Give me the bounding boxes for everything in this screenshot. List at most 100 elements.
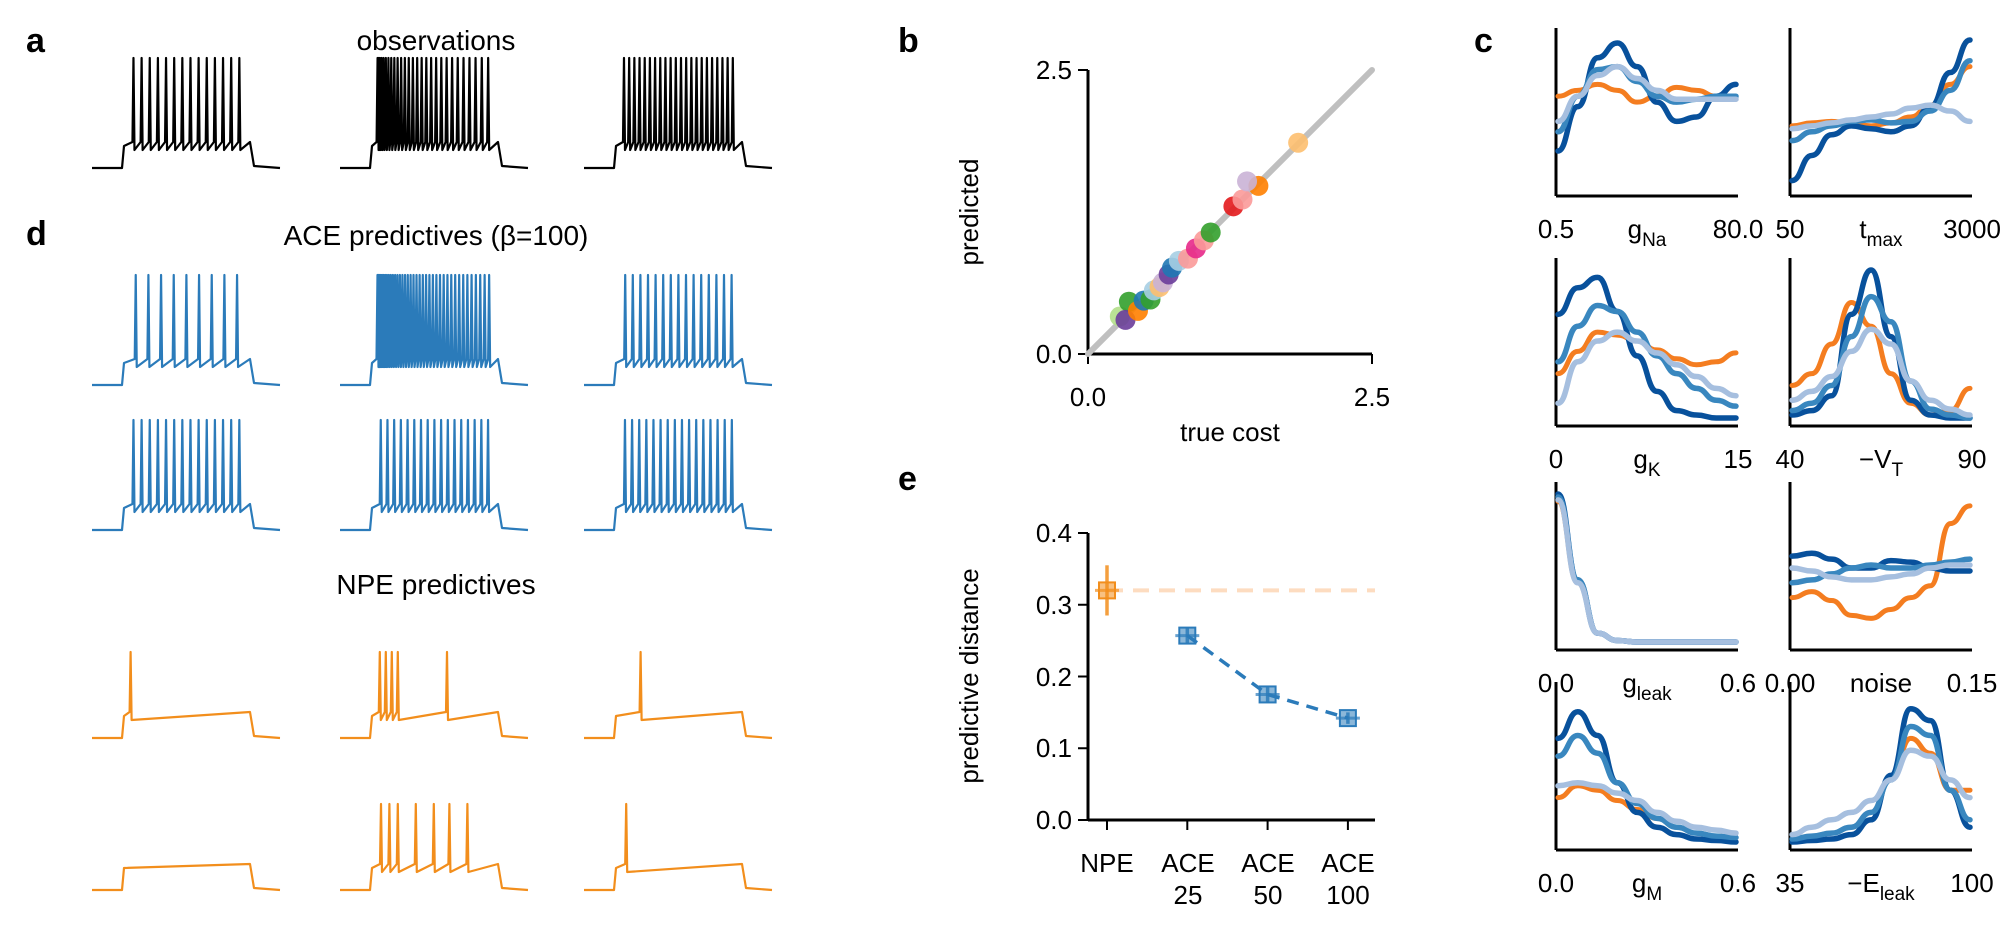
marginal-3: 0 15 gK bbox=[1549, 258, 1752, 481]
ace-trend-line bbox=[1186, 634, 1349, 720]
observations-title: observations bbox=[357, 25, 516, 56]
e-xtick-label-ace50-bottom: 50 bbox=[1254, 880, 1283, 910]
npe-trace-1 bbox=[92, 650, 281, 740]
e-y-label: predictive distance bbox=[954, 568, 984, 783]
marginal-2-curve-4 bbox=[1789, 102, 1973, 132]
e-xtick-label-ace100-top: ACE bbox=[1321, 848, 1374, 878]
marginal-param-label: gNa bbox=[1628, 214, 1667, 251]
marginal-xtick-left: 0 bbox=[1549, 444, 1563, 474]
b-ytick-label-0: 0.0 bbox=[1036, 339, 1072, 369]
predictive-distance-plot: 0.0 0.1 0.2 0.3 0.4 NPE ACE 25 ACE 50 AC… bbox=[954, 518, 1375, 910]
panel-label-d: d bbox=[26, 215, 47, 253]
ace-trace-6 bbox=[584, 418, 773, 532]
marginal-param-label: −Eleak bbox=[1847, 868, 1915, 905]
marginal-5-curve-4 bbox=[1555, 497, 1739, 645]
e-ytick-label-2: 0.2 bbox=[1036, 662, 1072, 692]
marginal-7-curve-4 bbox=[1555, 780, 1739, 836]
marginal-xtick-left: 0.5 bbox=[1538, 214, 1574, 244]
npe-traces bbox=[92, 650, 773, 892]
marginal-param-label: noise bbox=[1850, 668, 1912, 698]
marginal-5-curve-3 bbox=[1555, 494, 1739, 645]
marginal-7: 0.0 0.6 gM bbox=[1538, 682, 1756, 905]
e-ytick-label-1: 0.1 bbox=[1036, 733, 1072, 763]
observation-trace-2 bbox=[340, 56, 529, 170]
ace-marker-3 bbox=[1338, 709, 1357, 728]
marginal-2-curve-2 bbox=[1789, 37, 1973, 184]
marginal-xtick-left: 0.0 bbox=[1538, 868, 1574, 898]
b-x-label: true cost bbox=[1180, 417, 1280, 447]
marginal-3-curve-2 bbox=[1555, 274, 1739, 421]
ace-marker-1 bbox=[1178, 626, 1197, 645]
npe-marker-1 bbox=[1098, 581, 1116, 600]
e-ytick-label-3: 0.3 bbox=[1036, 590, 1072, 620]
b-xtick-label-1: 2.5 bbox=[1354, 382, 1390, 412]
posterior-marginals: 0.5 80.0 gNa 50 3000 tmax 0 15 gK 40 90 −VT 0.0 0.6 gl… bbox=[1538, 28, 2001, 905]
marginal-param-label: gK bbox=[1633, 444, 1660, 481]
b-point-16 bbox=[1200, 222, 1221, 243]
marginal-xtick-left: 50 bbox=[1776, 214, 1805, 244]
panel-label-b: b bbox=[898, 22, 919, 60]
ace-title: ACE predictives (β=100) bbox=[284, 220, 589, 251]
observation-trace-3 bbox=[584, 56, 773, 170]
marginal-6-curve-4 bbox=[1789, 562, 1973, 583]
npe-trace-4 bbox=[92, 862, 281, 892]
marginal-xtick-right: 3000 bbox=[1943, 214, 2001, 244]
e-yticks bbox=[1078, 532, 1349, 830]
marginal-param-label: gleak bbox=[1622, 668, 1672, 705]
b-ytick-label-1: 2.5 bbox=[1036, 55, 1072, 85]
observation-traces bbox=[92, 56, 773, 170]
panel-label-a: a bbox=[26, 22, 46, 60]
marginal-xtick-right: 0.6 bbox=[1720, 868, 1756, 898]
marginal-8-curve-4 bbox=[1789, 747, 1973, 838]
marginal-2: 50 3000 tmax bbox=[1776, 28, 2001, 251]
marginal-8-curve-3 bbox=[1789, 723, 1973, 842]
e-ytick-label-0: 0.0 bbox=[1036, 805, 1072, 835]
calibration-scatter: 0.0 2.5 0.0 2.5 true cost predicted bbox=[954, 55, 1390, 447]
e-marks bbox=[1095, 565, 1375, 728]
marginal-param-label: −VT bbox=[1859, 444, 1904, 481]
b-point-18 bbox=[1232, 189, 1253, 210]
ace-trace-2 bbox=[340, 273, 529, 387]
marginal-7-curve-3 bbox=[1555, 732, 1739, 841]
b-points bbox=[1109, 132, 1309, 330]
ace-trace-5 bbox=[340, 418, 529, 532]
marginal-xtick-right: 0.15 bbox=[1947, 668, 1998, 698]
npe-trace-3 bbox=[584, 650, 773, 740]
ace-marker-2 bbox=[1258, 685, 1277, 704]
e-xtick-label-npe: NPE bbox=[1080, 848, 1133, 878]
e-xtick-label-ace25-top: ACE bbox=[1161, 848, 1214, 878]
e-xtick-label-ace25-bottom: 25 bbox=[1174, 880, 1203, 910]
panel-label-e: e bbox=[898, 460, 917, 498]
ace-trace-3 bbox=[584, 273, 773, 387]
marginal-xtick-right: 0.6 bbox=[1720, 668, 1756, 698]
npe-title: NPE predictives bbox=[336, 569, 535, 600]
npe-trace-5 bbox=[340, 802, 529, 892]
b-point-20 bbox=[1237, 171, 1258, 192]
marginal-4: 40 90 −VT bbox=[1776, 258, 1987, 481]
marginal-2-curve-3 bbox=[1789, 57, 1973, 144]
b-xtick-label-0: 0.0 bbox=[1070, 382, 1106, 412]
ace-traces bbox=[92, 273, 773, 532]
marginal-4-curve-4 bbox=[1789, 326, 1973, 418]
marginal-5-curve-1 bbox=[1555, 498, 1739, 645]
npe-trace-2 bbox=[340, 650, 529, 740]
marginal-3-curve-4 bbox=[1555, 329, 1739, 406]
npe-trace-6 bbox=[584, 802, 773, 892]
observation-trace-1 bbox=[92, 56, 281, 170]
marginal-5-curve-2 bbox=[1555, 491, 1739, 645]
panel-label-c: c bbox=[1474, 22, 1493, 60]
marginal-4-curve-2 bbox=[1789, 267, 1973, 421]
e-xtick-label-ace100-bottom: 100 bbox=[1326, 880, 1369, 910]
marginal-param-label: tmax bbox=[1859, 214, 1903, 251]
marginal-1: 0.5 80.0 gNa bbox=[1538, 28, 1763, 251]
ace-trace-1 bbox=[92, 273, 281, 387]
marginal-xtick-right: 90 bbox=[1958, 444, 1987, 474]
marginal-xtick-left: 40 bbox=[1776, 444, 1805, 474]
b-y-label: predicted bbox=[954, 159, 984, 266]
marginal-param-label: gM bbox=[1632, 868, 1662, 905]
marginal-xtick-right: 100 bbox=[1950, 868, 1993, 898]
b-point-21 bbox=[1288, 132, 1309, 153]
